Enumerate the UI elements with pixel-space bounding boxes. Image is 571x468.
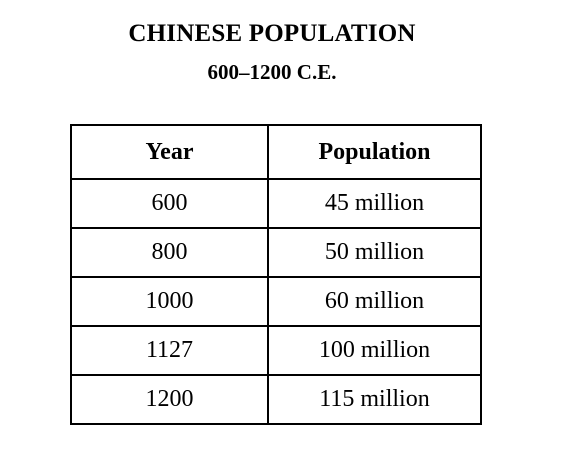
chart-subtitle: 600–1200 C.E. bbox=[207, 60, 337, 84]
year-cell: 1127 bbox=[70, 325, 269, 376]
population-cell: 115 million bbox=[267, 374, 482, 425]
population-cell: 50 million bbox=[267, 227, 482, 278]
table-header-row: Year Population bbox=[70, 124, 482, 180]
table-row: 600 45 million bbox=[70, 178, 482, 229]
population-table: Year Population 600 45 million 800 50 mi… bbox=[70, 124, 482, 425]
population-cell: 60 million bbox=[267, 276, 482, 327]
table-row: 1000 60 million bbox=[70, 276, 482, 327]
chart-title: CHINESE POPULATION bbox=[128, 20, 416, 47]
year-cell: 1000 bbox=[70, 276, 269, 327]
year-cell: 1200 bbox=[70, 374, 269, 425]
population-cell: 100 million bbox=[267, 325, 482, 376]
table-row: 800 50 million bbox=[70, 227, 482, 278]
column-header-year: Year bbox=[70, 124, 269, 180]
year-cell: 800 bbox=[70, 227, 269, 278]
column-header-population: Population bbox=[267, 124, 482, 180]
table-row: 1200 115 million bbox=[70, 374, 482, 425]
population-cell: 45 million bbox=[267, 178, 482, 229]
table-row: 1127 100 million bbox=[70, 325, 482, 376]
year-cell: 600 bbox=[70, 178, 269, 229]
